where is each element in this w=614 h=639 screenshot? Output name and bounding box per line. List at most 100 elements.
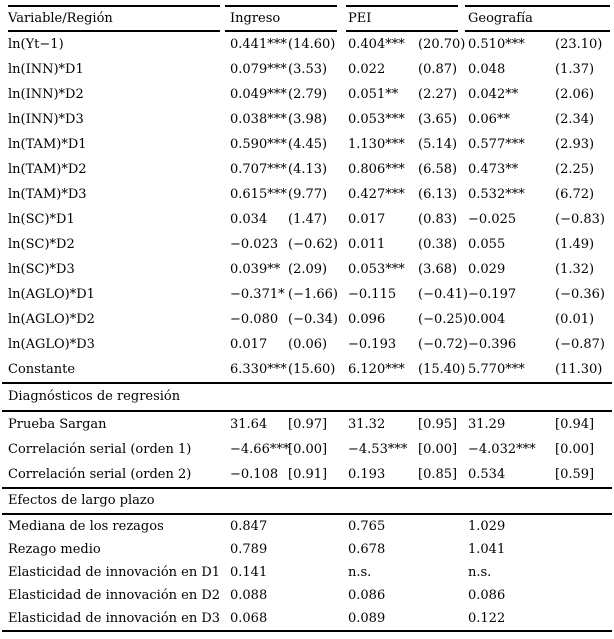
coef-value: −0.025 bbox=[468, 212, 517, 227]
coef-value: −0.197 bbox=[468, 287, 517, 302]
stat-value: [0.00] bbox=[418, 442, 458, 457]
stat-value: [0.97] bbox=[288, 417, 328, 432]
table-row: Constante 6.330*** (15.60) 6.120*** (15.40) 5… bbox=[8, 357, 614, 382]
table-row: ln(AGLO)*D1 −0.371* (−1.66) −0.115 (−0.41) −0… bbox=[8, 282, 614, 307]
table-row: ln(SC)*D2 −0.023 (−0.62) 0.011 (0.38) 0.055 (1… bbox=[8, 232, 614, 257]
coef-value: 0.048 bbox=[468, 62, 506, 77]
coef-value: 31.29 bbox=[468, 417, 506, 432]
stat-value: (15.40) bbox=[418, 362, 466, 377]
coef-value: −0.115 bbox=[348, 287, 397, 302]
table-row: Mediana de los rezagos 0.847 0.765 1.029 bbox=[8, 515, 614, 538]
section-rule bbox=[2, 382, 612, 384]
table-row: Elasticidad de innovación en D3 0.068 0.08… bbox=[8, 607, 614, 630]
coef-value: −0.108 bbox=[230, 467, 279, 482]
coef-value: 0.053*** bbox=[348, 262, 405, 277]
stat-value: (1.47) bbox=[288, 212, 328, 227]
longrun-rows: Mediana de los rezagos 0.847 0.765 1.029 Rez… bbox=[8, 515, 614, 630]
stat-value: (−1.66) bbox=[288, 287, 338, 302]
coefficients-section: ln(Yt−1) 0.441*** (14.60) 0.404*** (20.70) 0.… bbox=[8, 32, 614, 382]
coef-value: 1.029 bbox=[468, 519, 506, 534]
coef-value: 0.042** bbox=[468, 87, 519, 102]
variable-label: Elasticidad de innovación en D1 bbox=[8, 565, 221, 580]
stat-value: (2.93) bbox=[555, 137, 595, 152]
variable-label: ln(INN)*D3 bbox=[8, 112, 84, 127]
coef-value: −4.53*** bbox=[348, 442, 408, 457]
rule-segment bbox=[465, 30, 610, 32]
coef-value: 0.086 bbox=[348, 588, 386, 603]
variable-label: Constante bbox=[8, 362, 76, 377]
coef-value: 6.330*** bbox=[230, 362, 287, 377]
variable-label: Correlación serial (orden 1) bbox=[8, 442, 192, 457]
stat-value: (3.68) bbox=[418, 262, 458, 277]
table-row: Elasticidad de innovación en D1 0.141 n.s.… bbox=[8, 561, 614, 584]
table-row: ln(SC)*D1 0.034 (1.47) 0.017 (0.83) −0.025 (−0… bbox=[8, 207, 614, 232]
variable-label: ln(SC)*D2 bbox=[8, 237, 75, 252]
coef-value: 0.847 bbox=[230, 519, 268, 534]
variable-label: ln(Yt−1) bbox=[8, 37, 64, 52]
coef-value: 0.534 bbox=[468, 467, 506, 482]
coef-value: 0.427*** bbox=[348, 187, 405, 202]
section-rule bbox=[2, 513, 612, 515]
section-rule bbox=[2, 410, 612, 412]
top-rule bbox=[8, 5, 614, 7]
variable-label: Mediana de los rezagos bbox=[8, 519, 164, 534]
stat-value: (3.98) bbox=[288, 112, 328, 127]
coef-value: −0.080 bbox=[230, 312, 279, 327]
diagnostics-rows: Prueba Sargan 31.64 [0.97] 31.32 [0.95] 31.29… bbox=[8, 412, 614, 487]
coef-value: 0.678 bbox=[348, 542, 386, 557]
stat-value: (2.25) bbox=[555, 162, 595, 177]
variable-label: ln(TAM)*D3 bbox=[8, 187, 87, 202]
coef-value: 0.034 bbox=[230, 212, 268, 227]
coef-value: 0.039** bbox=[230, 262, 281, 277]
coef-value: −4.66*** bbox=[230, 442, 290, 457]
stat-value: [0.00] bbox=[288, 442, 328, 457]
stat-value: (6.72) bbox=[555, 187, 595, 202]
stat-value: (20.70) bbox=[418, 37, 466, 52]
stat-value: (−0.41) bbox=[418, 287, 468, 302]
rule-segment bbox=[465, 5, 610, 7]
variable-label: ln(AGLO)*D3 bbox=[8, 337, 95, 352]
table-row: ln(TAM)*D1 0.590*** (4.45) 1.130*** (5.14) 0.… bbox=[8, 132, 614, 157]
coef-value: 0.089 bbox=[348, 611, 386, 626]
coef-value: 0.029 bbox=[468, 262, 506, 277]
coef-value: 0.068 bbox=[230, 611, 268, 626]
variable-label: ln(AGLO)*D2 bbox=[8, 312, 95, 327]
coef-value: 0.055 bbox=[468, 237, 506, 252]
table-row: ln(TAM)*D3 0.615*** (9.77) 0.427*** (6.13) 0.… bbox=[8, 182, 614, 207]
stat-value: (2.34) bbox=[555, 112, 595, 127]
coef-value: 0.06** bbox=[468, 112, 510, 127]
coef-value: 31.64 bbox=[230, 417, 268, 432]
stat-value: (23.10) bbox=[555, 37, 603, 52]
stat-value: (6.58) bbox=[418, 162, 458, 177]
coef-value: 0.441*** bbox=[230, 37, 287, 52]
coef-value: −4.032*** bbox=[468, 442, 536, 457]
stat-value: (0.01) bbox=[555, 312, 595, 327]
coef-value: −0.396 bbox=[468, 337, 517, 352]
table-row: ln(INN)*D3 0.038*** (3.98) 0.053*** (3.65) 0.… bbox=[8, 107, 614, 132]
stat-value: (1.32) bbox=[555, 262, 595, 277]
table-row: ln(TAM)*D2 0.707*** (4.13) 0.806*** (6.58) 0.… bbox=[8, 157, 614, 182]
coef-value: −0.023 bbox=[230, 237, 279, 252]
table-row: Correlación serial (orden 2) −0.108 [0.91]… bbox=[8, 462, 614, 487]
variable-label: ln(SC)*D3 bbox=[8, 262, 75, 277]
coef-value: 0.038*** bbox=[230, 112, 287, 127]
coef-value: 5.770*** bbox=[468, 362, 525, 377]
coef-value: n.s. bbox=[468, 565, 492, 580]
coef-value: 0.004 bbox=[468, 312, 506, 327]
stat-value: [0.95] bbox=[418, 417, 458, 432]
stat-value: (−0.83) bbox=[555, 212, 605, 227]
coef-value: n.s. bbox=[348, 565, 372, 580]
variable-label: Elasticidad de innovación en D3 bbox=[8, 611, 221, 626]
variable-label: Rezago medio bbox=[8, 542, 101, 557]
column-header-variable: Variable/Región bbox=[8, 11, 113, 26]
rule-segment bbox=[346, 30, 458, 32]
stat-value: (−0.36) bbox=[555, 287, 605, 302]
stat-value: (15.60) bbox=[288, 362, 336, 377]
stat-value: (0.87) bbox=[418, 62, 458, 77]
table-row: ln(INN)*D1 0.079*** (3.53) 0.022 (0.87) 0.048… bbox=[8, 57, 614, 82]
column-header-pei: PEI bbox=[348, 11, 372, 26]
stat-value: (1.49) bbox=[555, 237, 595, 252]
coef-value: −0.371* bbox=[230, 287, 285, 302]
variable-label: Elasticidad de innovación en D2 bbox=[8, 588, 221, 603]
